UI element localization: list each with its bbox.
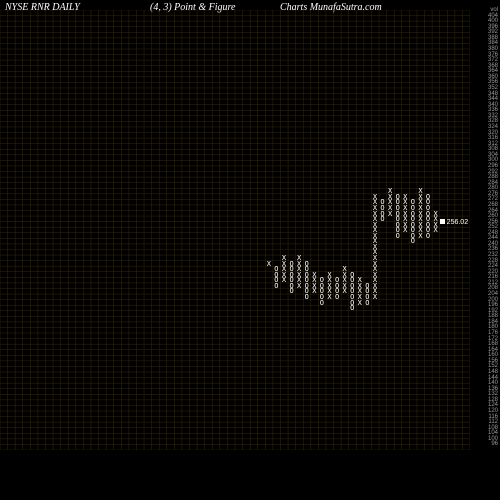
x-marker: X — [371, 294, 378, 300]
chart-container: NYSE RNR DAILY (4, 3) Point & Figure Cha… — [0, 0, 500, 500]
x-marker: X — [341, 288, 348, 294]
o-marker: O — [349, 305, 356, 311]
x-marker: X — [387, 211, 394, 217]
current-price-label: 256.02 — [440, 219, 468, 226]
y-axis: vol4044003963923883843803763723683643603… — [470, 10, 500, 450]
o-marker: O — [425, 233, 432, 239]
x-marker: X — [432, 227, 439, 233]
o-marker: O — [409, 238, 416, 244]
price-value: 256.02 — [447, 219, 468, 226]
x-marker: X — [326, 294, 333, 300]
x-marker: X — [311, 288, 318, 294]
o-marker: O — [288, 288, 295, 294]
o-marker: O — [379, 216, 386, 222]
x-marker: X — [265, 261, 272, 267]
price-indicator-box — [440, 219, 445, 224]
o-marker: O — [273, 283, 280, 289]
x-marker: X — [280, 277, 287, 283]
o-marker: O — [394, 233, 401, 239]
x-marker: X — [296, 283, 303, 289]
o-marker: O — [318, 300, 325, 306]
o-marker: O — [334, 294, 341, 300]
x-marker: X — [356, 300, 363, 306]
x-marker: X — [417, 233, 424, 239]
o-marker: O — [364, 300, 371, 306]
x-marker: X — [402, 227, 409, 233]
pnf-grid: XOOOOXXXXXOOOOOOXXXXXXOOOOOOOXXXXOOOOOXX… — [0, 10, 470, 450]
o-marker: O — [303, 294, 310, 300]
y-axis-label: 96 — [470, 441, 498, 447]
